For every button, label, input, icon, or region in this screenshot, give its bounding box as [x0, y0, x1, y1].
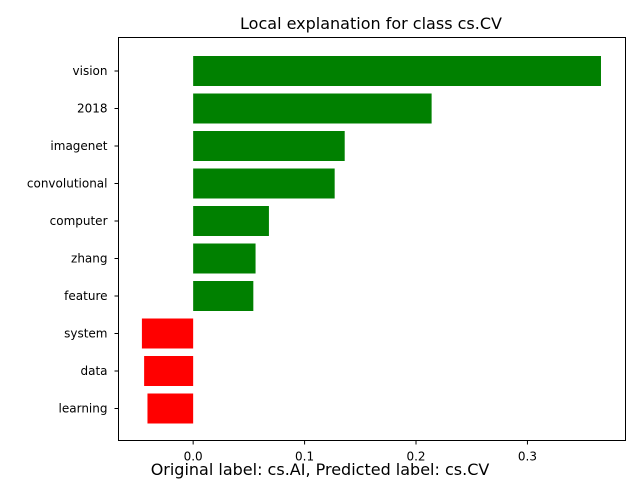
chart-title: Local explanation for class cs.CV: [240, 14, 502, 33]
y-tick-label: convolutional: [27, 177, 108, 191]
bar-learning: [147, 393, 194, 424]
y-tick-label: 2018: [77, 102, 108, 116]
bar-feature: [193, 281, 254, 311]
chart-caption: Original label: cs.AI, Predicted label: …: [151, 460, 490, 479]
bar-system: [141, 318, 194, 349]
x-tick-label: 0.3: [518, 450, 537, 464]
y-tick-label: feature: [64, 289, 107, 303]
bar-2018: [193, 93, 432, 124]
y-tick-label: imagenet: [50, 139, 107, 153]
bar-convolutional: [193, 168, 335, 199]
ticks-layer: vision 2018 imagenet convolutional computer z…: [27, 64, 537, 464]
bar-computer: [193, 206, 269, 236]
x-tick-label: 0.1: [295, 450, 314, 464]
y-tick-label: system: [64, 327, 107, 341]
bar-vision: [193, 56, 601, 86]
y-tick-label: vision: [73, 64, 108, 78]
y-tick-label: data: [80, 364, 107, 378]
x-tick-label: 0.2: [406, 450, 425, 464]
bar-imagenet: [193, 131, 345, 161]
y-tick-label: zhang: [71, 252, 107, 266]
x-tick-label: 0.0: [184, 450, 203, 464]
y-tick-label: learning: [59, 402, 108, 416]
bar-zhang: [193, 243, 256, 274]
bars-layer: [141, 56, 601, 424]
plot-area-frame: [118, 37, 626, 441]
bar-data: [144, 356, 194, 386]
y-tick-label: computer: [50, 214, 108, 228]
